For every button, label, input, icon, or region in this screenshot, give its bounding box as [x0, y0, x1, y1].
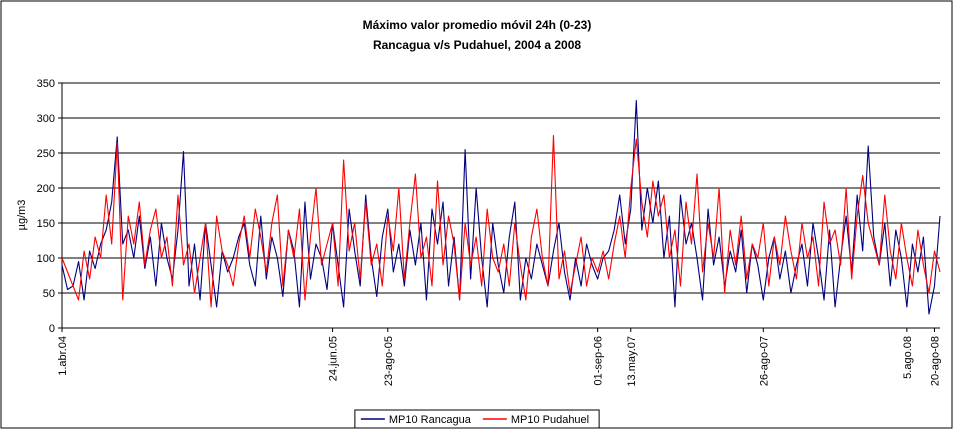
y-tick-label: 150	[37, 218, 55, 230]
series-line	[61, 134, 941, 308]
x-tick-label: 01-sep-06	[593, 336, 605, 386]
x-tick-label: 24.jun.05	[328, 336, 340, 381]
y-tick-label: 350	[37, 78, 55, 90]
legend-item: MP10 Rancagua	[360, 414, 472, 426]
x-tick-label: 20-ago-08	[929, 336, 941, 386]
chart-subtitle: Rancagua v/s Pudahuel, 2004 a 2008	[373, 38, 581, 52]
chart-title: Máximo valor promedio móvil 24h (0-23)	[363, 18, 592, 32]
legend-box	[354, 409, 600, 429]
legend-label: MP10 Rancagua	[389, 414, 472, 426]
series-line	[61, 99, 941, 315]
x-tick-label: 13.may.07	[626, 336, 638, 387]
legend-item: MP10 Pudahuel	[482, 414, 589, 426]
legend: MP10 Rancagua MP10 Pudahuel	[354, 409, 600, 429]
y-tick-label: 50	[43, 288, 55, 300]
y-tick-label: 200	[37, 183, 55, 195]
x-tick-label: 1.abr.04	[57, 336, 69, 376]
y-tick-label: 100	[37, 253, 55, 265]
x-tick-label: 23-ago-05	[383, 336, 395, 386]
legend-label: MP10 Pudahuel	[511, 414, 589, 426]
y-tick-label: 0	[49, 323, 55, 335]
y-axis-label: µg/m3	[16, 200, 28, 231]
x-tick-label: 26-ago-07	[758, 336, 770, 386]
x-tick-label: 5.ago.08	[902, 336, 914, 379]
y-tick-label: 250	[37, 148, 55, 160]
y-tick-label: 300	[37, 113, 55, 125]
